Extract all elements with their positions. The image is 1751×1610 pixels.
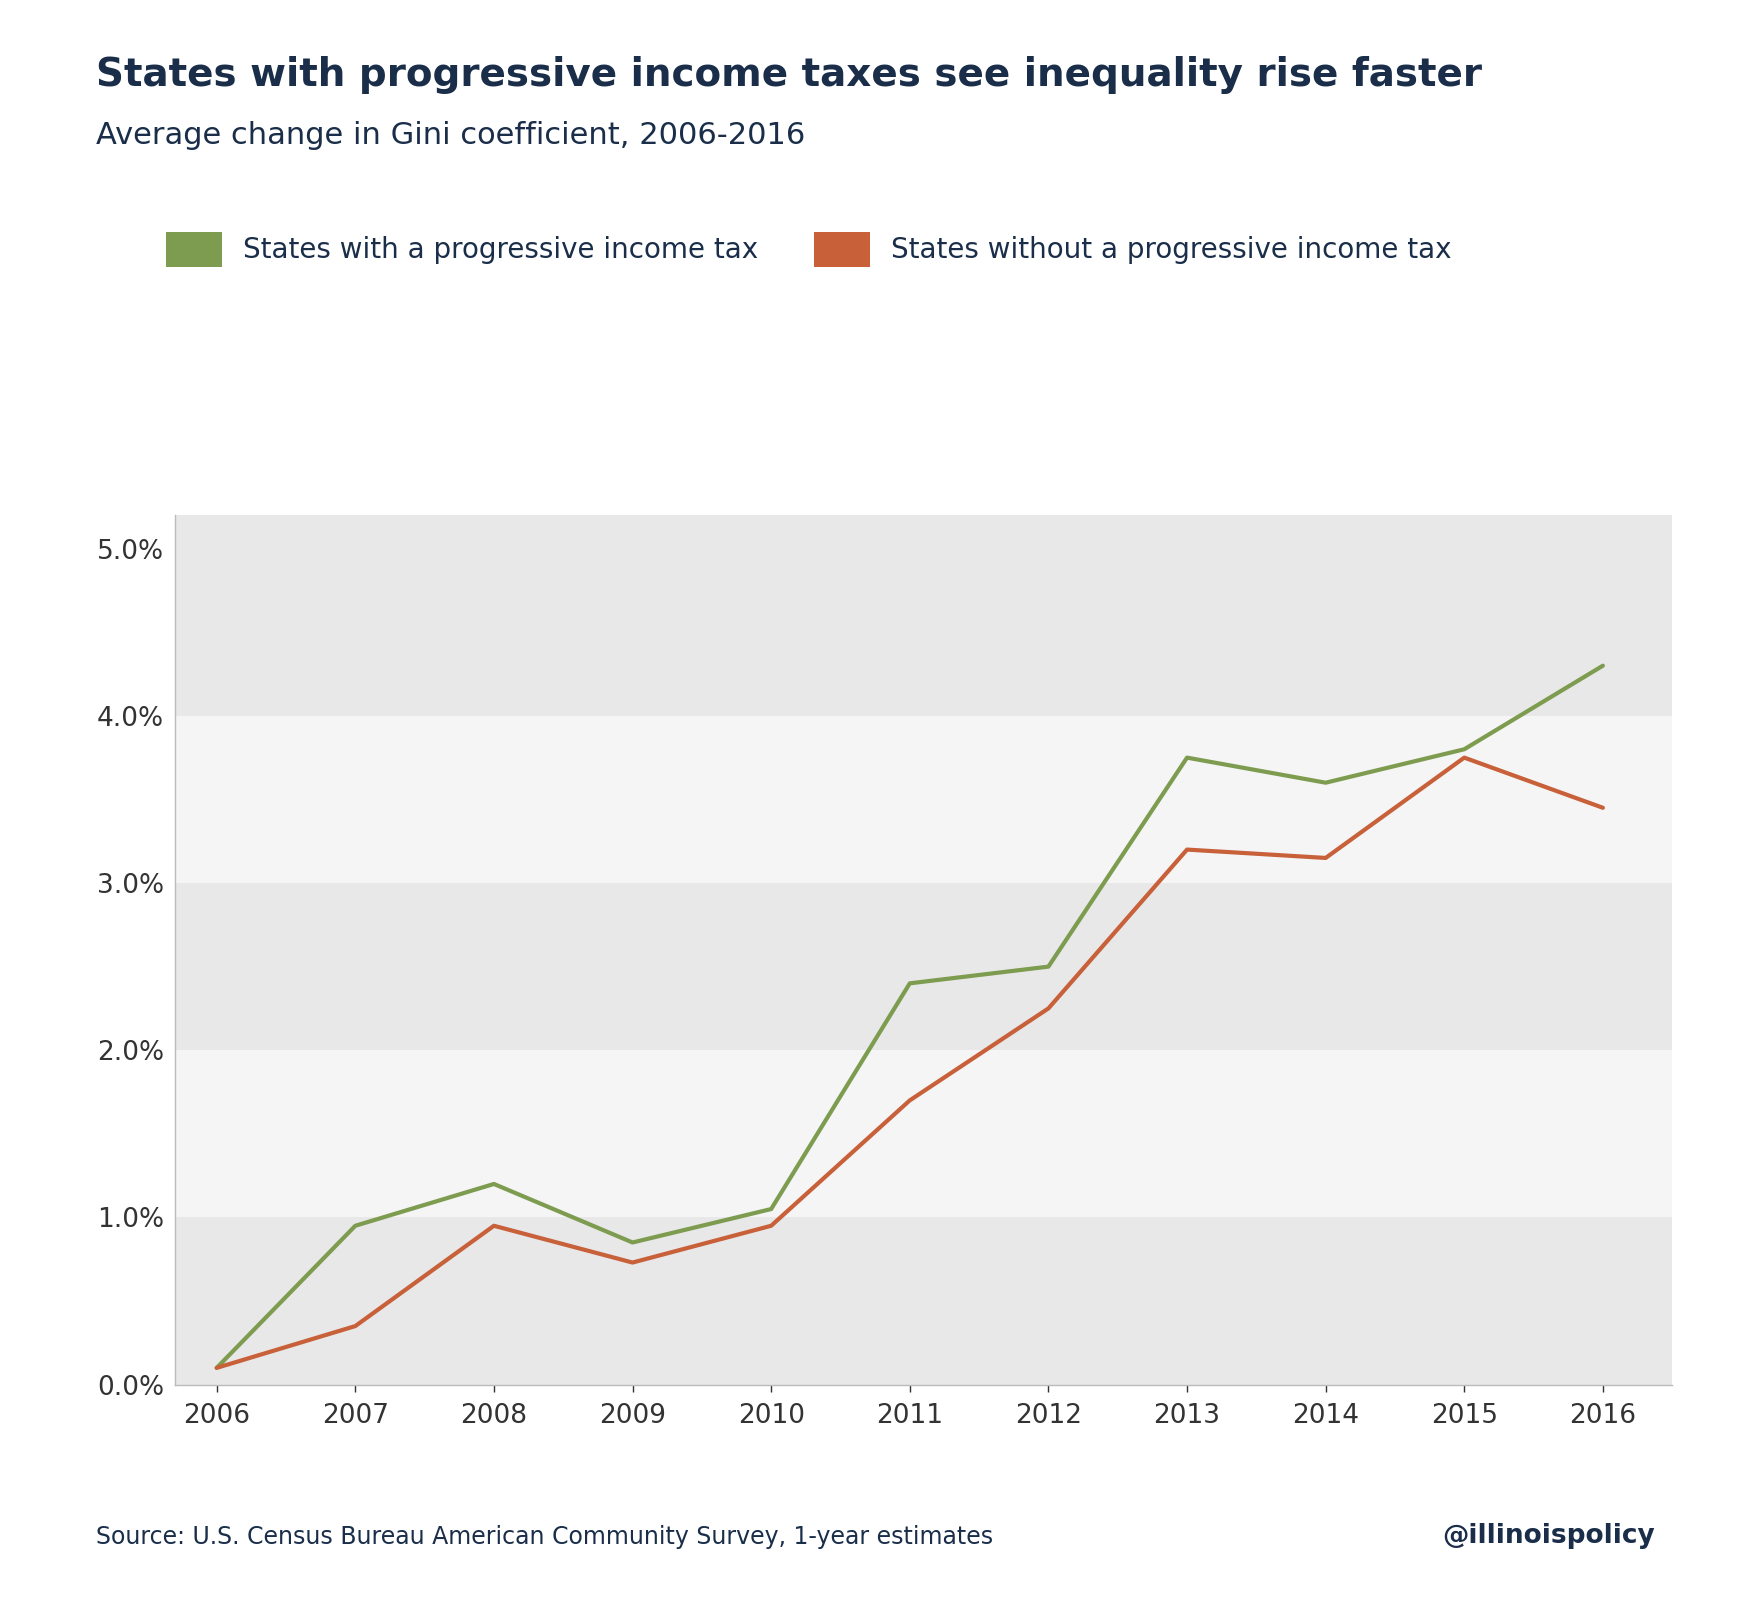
Bar	[175, 716, 1672, 882]
Bar	[175, 882, 1672, 1050]
Bar	[175, 515, 1672, 716]
Text: States with a progressive income tax: States with a progressive income tax	[243, 235, 758, 264]
Bar	[175, 1217, 1672, 1385]
Text: Source: U.S. Census Bureau American Community Survey, 1-year estimates: Source: U.S. Census Bureau American Comm…	[96, 1525, 993, 1549]
Text: Average change in Gini coefficient, 2006-2016: Average change in Gini coefficient, 2006…	[96, 121, 805, 150]
Text: States with progressive income taxes see inequality rise faster: States with progressive income taxes see…	[96, 56, 1483, 95]
Text: States without a progressive income tax: States without a progressive income tax	[891, 235, 1452, 264]
Bar	[175, 1050, 1672, 1217]
Text: @illinoispolicy: @illinoispolicy	[1441, 1523, 1655, 1549]
